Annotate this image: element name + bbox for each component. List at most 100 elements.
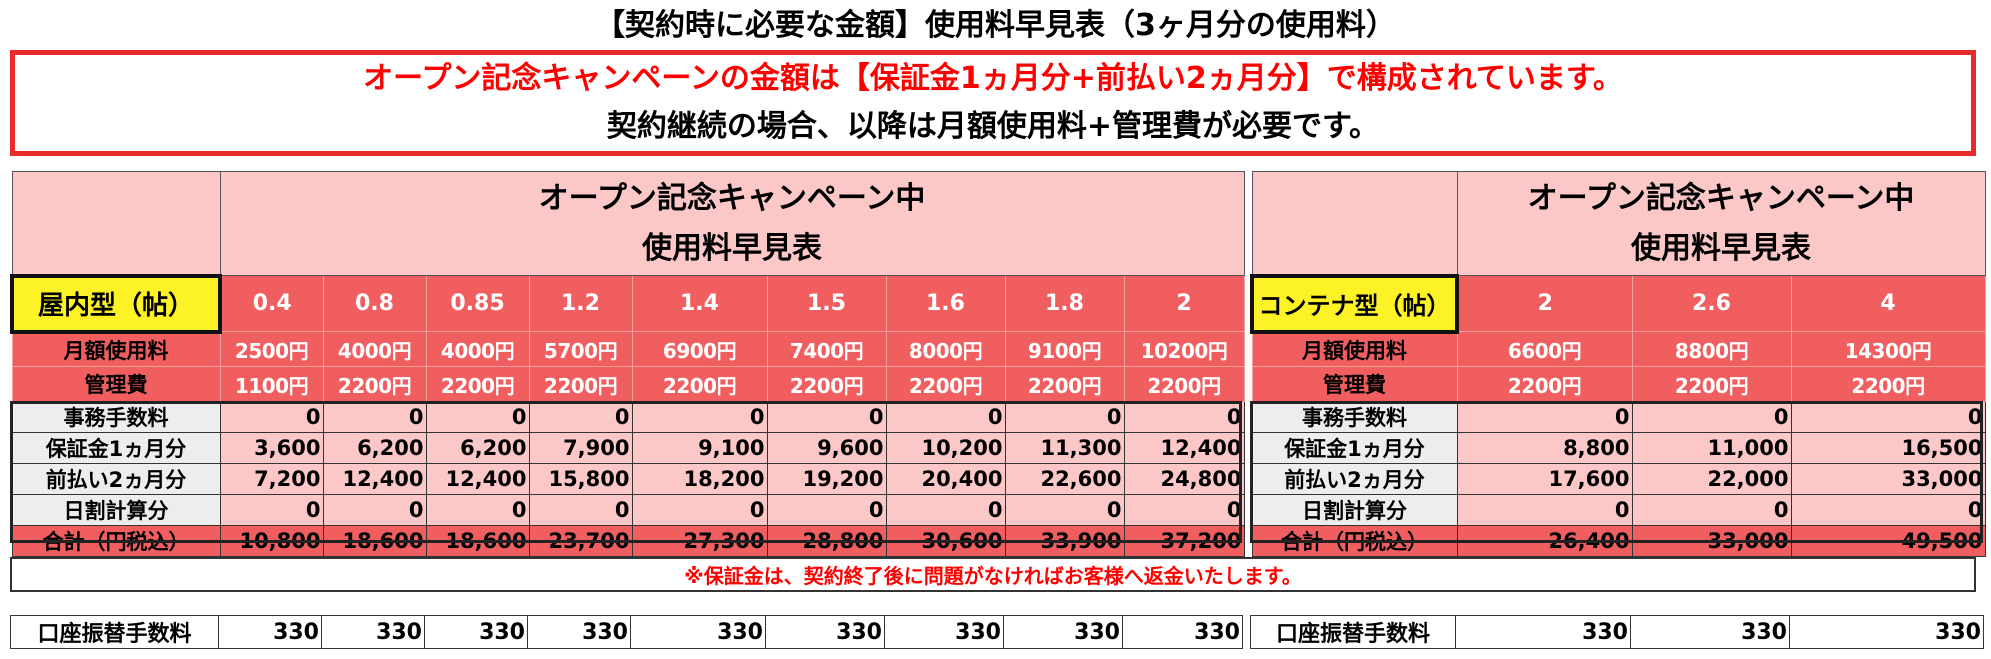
indoor-cell: 24,800: [1123, 463, 1245, 495]
indoor-cell: 4000円: [425, 331, 530, 367]
container-row-label: 保証金1ヵ月分: [1251, 432, 1458, 464]
indoor-cell: 0: [1004, 401, 1125, 433]
indoor-type-label: 屋内型（帖）: [10, 273, 222, 334]
indoor-cell: 10,200: [885, 432, 1006, 464]
container-header-line2: 使用料早見表: [1631, 230, 1811, 266]
indoor-total-cell: 18,600: [425, 525, 530, 557]
indoor-cell: 20,400: [885, 463, 1006, 495]
indoor-size: 1.5: [766, 275, 887, 332]
container-row-label: 事務手数料: [1251, 401, 1458, 433]
indoor-cell: 0: [766, 494, 887, 526]
indoor-size: 2: [1123, 275, 1245, 332]
indoor-cell: 8000円: [885, 331, 1006, 367]
indoor-cell: 1100円: [219, 366, 324, 402]
indoor-cell: 6,200: [322, 432, 427, 464]
page-title: 【契約時に必要な金額】使用料早見表（3ヶ月分の使用料）: [595, 8, 1396, 43]
container-cell: 14300円: [1790, 331, 1986, 367]
container-cell: 0: [1631, 494, 1792, 526]
indoor-header-corner: [11, 171, 221, 276]
container-cell: 0: [1456, 494, 1633, 526]
indoor-size: 1.8: [1004, 275, 1125, 332]
indoor-cell: 2200円: [528, 366, 633, 402]
indoor-cell: 7,200: [219, 463, 324, 495]
campaign-notice-box: オープン記念キャンペーンの金額は【保証金1ヵ月分+前払い2ヵ月分】で構成されてい…: [10, 50, 1976, 156]
container-cell: 8800円: [1631, 331, 1792, 367]
indoor-cell: 0: [1004, 494, 1125, 526]
campaign-notice-line1: オープン記念キャンペーンの金額は【保証金1ヵ月分+前払い2ヵ月分】で構成されてい…: [363, 61, 1623, 96]
indoor-fee-cell: 330: [1122, 615, 1243, 649]
container-fee-cell: 330: [1630, 615, 1790, 649]
indoor-total-cell: 18,600: [322, 525, 427, 557]
container-size: 2: [1456, 275, 1633, 332]
indoor-cell: 0: [885, 401, 1006, 433]
indoor-cell: 0: [425, 401, 530, 433]
container-cell: 2200円: [1631, 366, 1792, 402]
indoor-cell: 15,800: [528, 463, 633, 495]
indoor-cell: 12,400: [1123, 432, 1245, 464]
indoor-total-cell: 28,800: [766, 525, 887, 557]
container-cell: 16,500: [1790, 432, 1986, 464]
indoor-row-label: 日割計算分: [11, 494, 221, 526]
indoor-fee-cell: 330: [884, 615, 1004, 649]
container-cell: 2200円: [1456, 366, 1633, 402]
container-header-title: オープン記念キャンペーン中 使用料早見表: [1456, 171, 1986, 276]
container-row-label: 管理費: [1251, 366, 1458, 402]
indoor-fee-cell: 330: [424, 615, 528, 649]
indoor-header-line1: オープン記念キャンペーン中: [538, 180, 926, 216]
indoor-fee-cell: 330: [527, 615, 631, 649]
indoor-fee-label: 口座振替手数料: [10, 615, 219, 649]
indoor-transfer-fee-row: 口座振替手数料 330 330 330 330 330 330 330 330 …: [10, 615, 1243, 649]
container-fee-cell: 330: [1455, 615, 1631, 649]
indoor-row-label: 保証金1ヵ月分: [11, 432, 221, 464]
indoor-price-table: オープン記念キャンペーン中 使用料早見表 屋内型（帖） 0.4 0.8 0.85…: [10, 171, 1245, 557]
indoor-cell: 2200円: [885, 366, 1006, 402]
indoor-cell: 6,200: [425, 432, 530, 464]
indoor-fee-cell: 330: [765, 615, 885, 649]
container-cell: 17,600: [1456, 463, 1633, 495]
indoor-cell: 0: [1123, 401, 1245, 433]
container-fee-cell: 330: [1789, 615, 1984, 649]
indoor-cell: 11,300: [1004, 432, 1125, 464]
indoor-cell: 0: [885, 494, 1006, 526]
container-fee-label: 口座振替手数料: [1250, 615, 1456, 649]
indoor-total-cell: 23,700: [528, 525, 633, 557]
indoor-cell: 2200円: [631, 366, 768, 402]
indoor-size: 0.4: [219, 275, 324, 332]
container-total-cell: 26,400: [1456, 525, 1633, 557]
container-cell: 8,800: [1456, 432, 1633, 464]
container-type-label: コンテナ型（帖）: [1250, 273, 1459, 334]
indoor-cell: 6900円: [631, 331, 768, 367]
indoor-total-cell: 37,200: [1123, 525, 1245, 557]
indoor-size: 1.2: [528, 275, 633, 332]
container-cell: 0: [1790, 401, 1986, 433]
indoor-cell: 7400円: [766, 331, 887, 367]
container-cell: 33,000: [1790, 463, 1986, 495]
indoor-cell: 12,400: [322, 463, 427, 495]
container-cell: 0: [1456, 401, 1633, 433]
indoor-total-cell: 27,300: [631, 525, 768, 557]
indoor-size: 1.4: [631, 275, 768, 332]
indoor-fee-cell: 330: [321, 615, 425, 649]
indoor-row-label: 事務手数料: [11, 401, 221, 433]
indoor-cell: 0: [528, 494, 633, 526]
container-cell: 0: [1790, 494, 1986, 526]
campaign-notice-line2: 契約継続の場合、以降は月額使用料+管理費が必要です。: [606, 109, 1380, 144]
indoor-cell: 0: [322, 401, 427, 433]
indoor-cell: 0: [322, 494, 427, 526]
indoor-cell: 19,200: [766, 463, 887, 495]
indoor-total-cell: 30,600: [885, 525, 1006, 557]
container-cell: 22,000: [1631, 463, 1792, 495]
indoor-cell: 10200円: [1123, 331, 1245, 367]
container-cell: 11,000: [1631, 432, 1792, 464]
indoor-cell: 0: [766, 401, 887, 433]
container-cell: 0: [1631, 401, 1792, 433]
indoor-cell: 7,900: [528, 432, 633, 464]
container-row-label: 月額使用料: [1251, 331, 1458, 367]
indoor-fee-cell: 330: [1003, 615, 1123, 649]
container-row-label: 日割計算分: [1251, 494, 1458, 526]
indoor-size: 0.85: [425, 275, 530, 332]
indoor-cell: 9,100: [631, 432, 768, 464]
indoor-header-title: オープン記念キャンペーン中 使用料早見表: [219, 171, 1245, 276]
indoor-cell: 2200円: [322, 366, 427, 402]
indoor-cell: 0: [425, 494, 530, 526]
